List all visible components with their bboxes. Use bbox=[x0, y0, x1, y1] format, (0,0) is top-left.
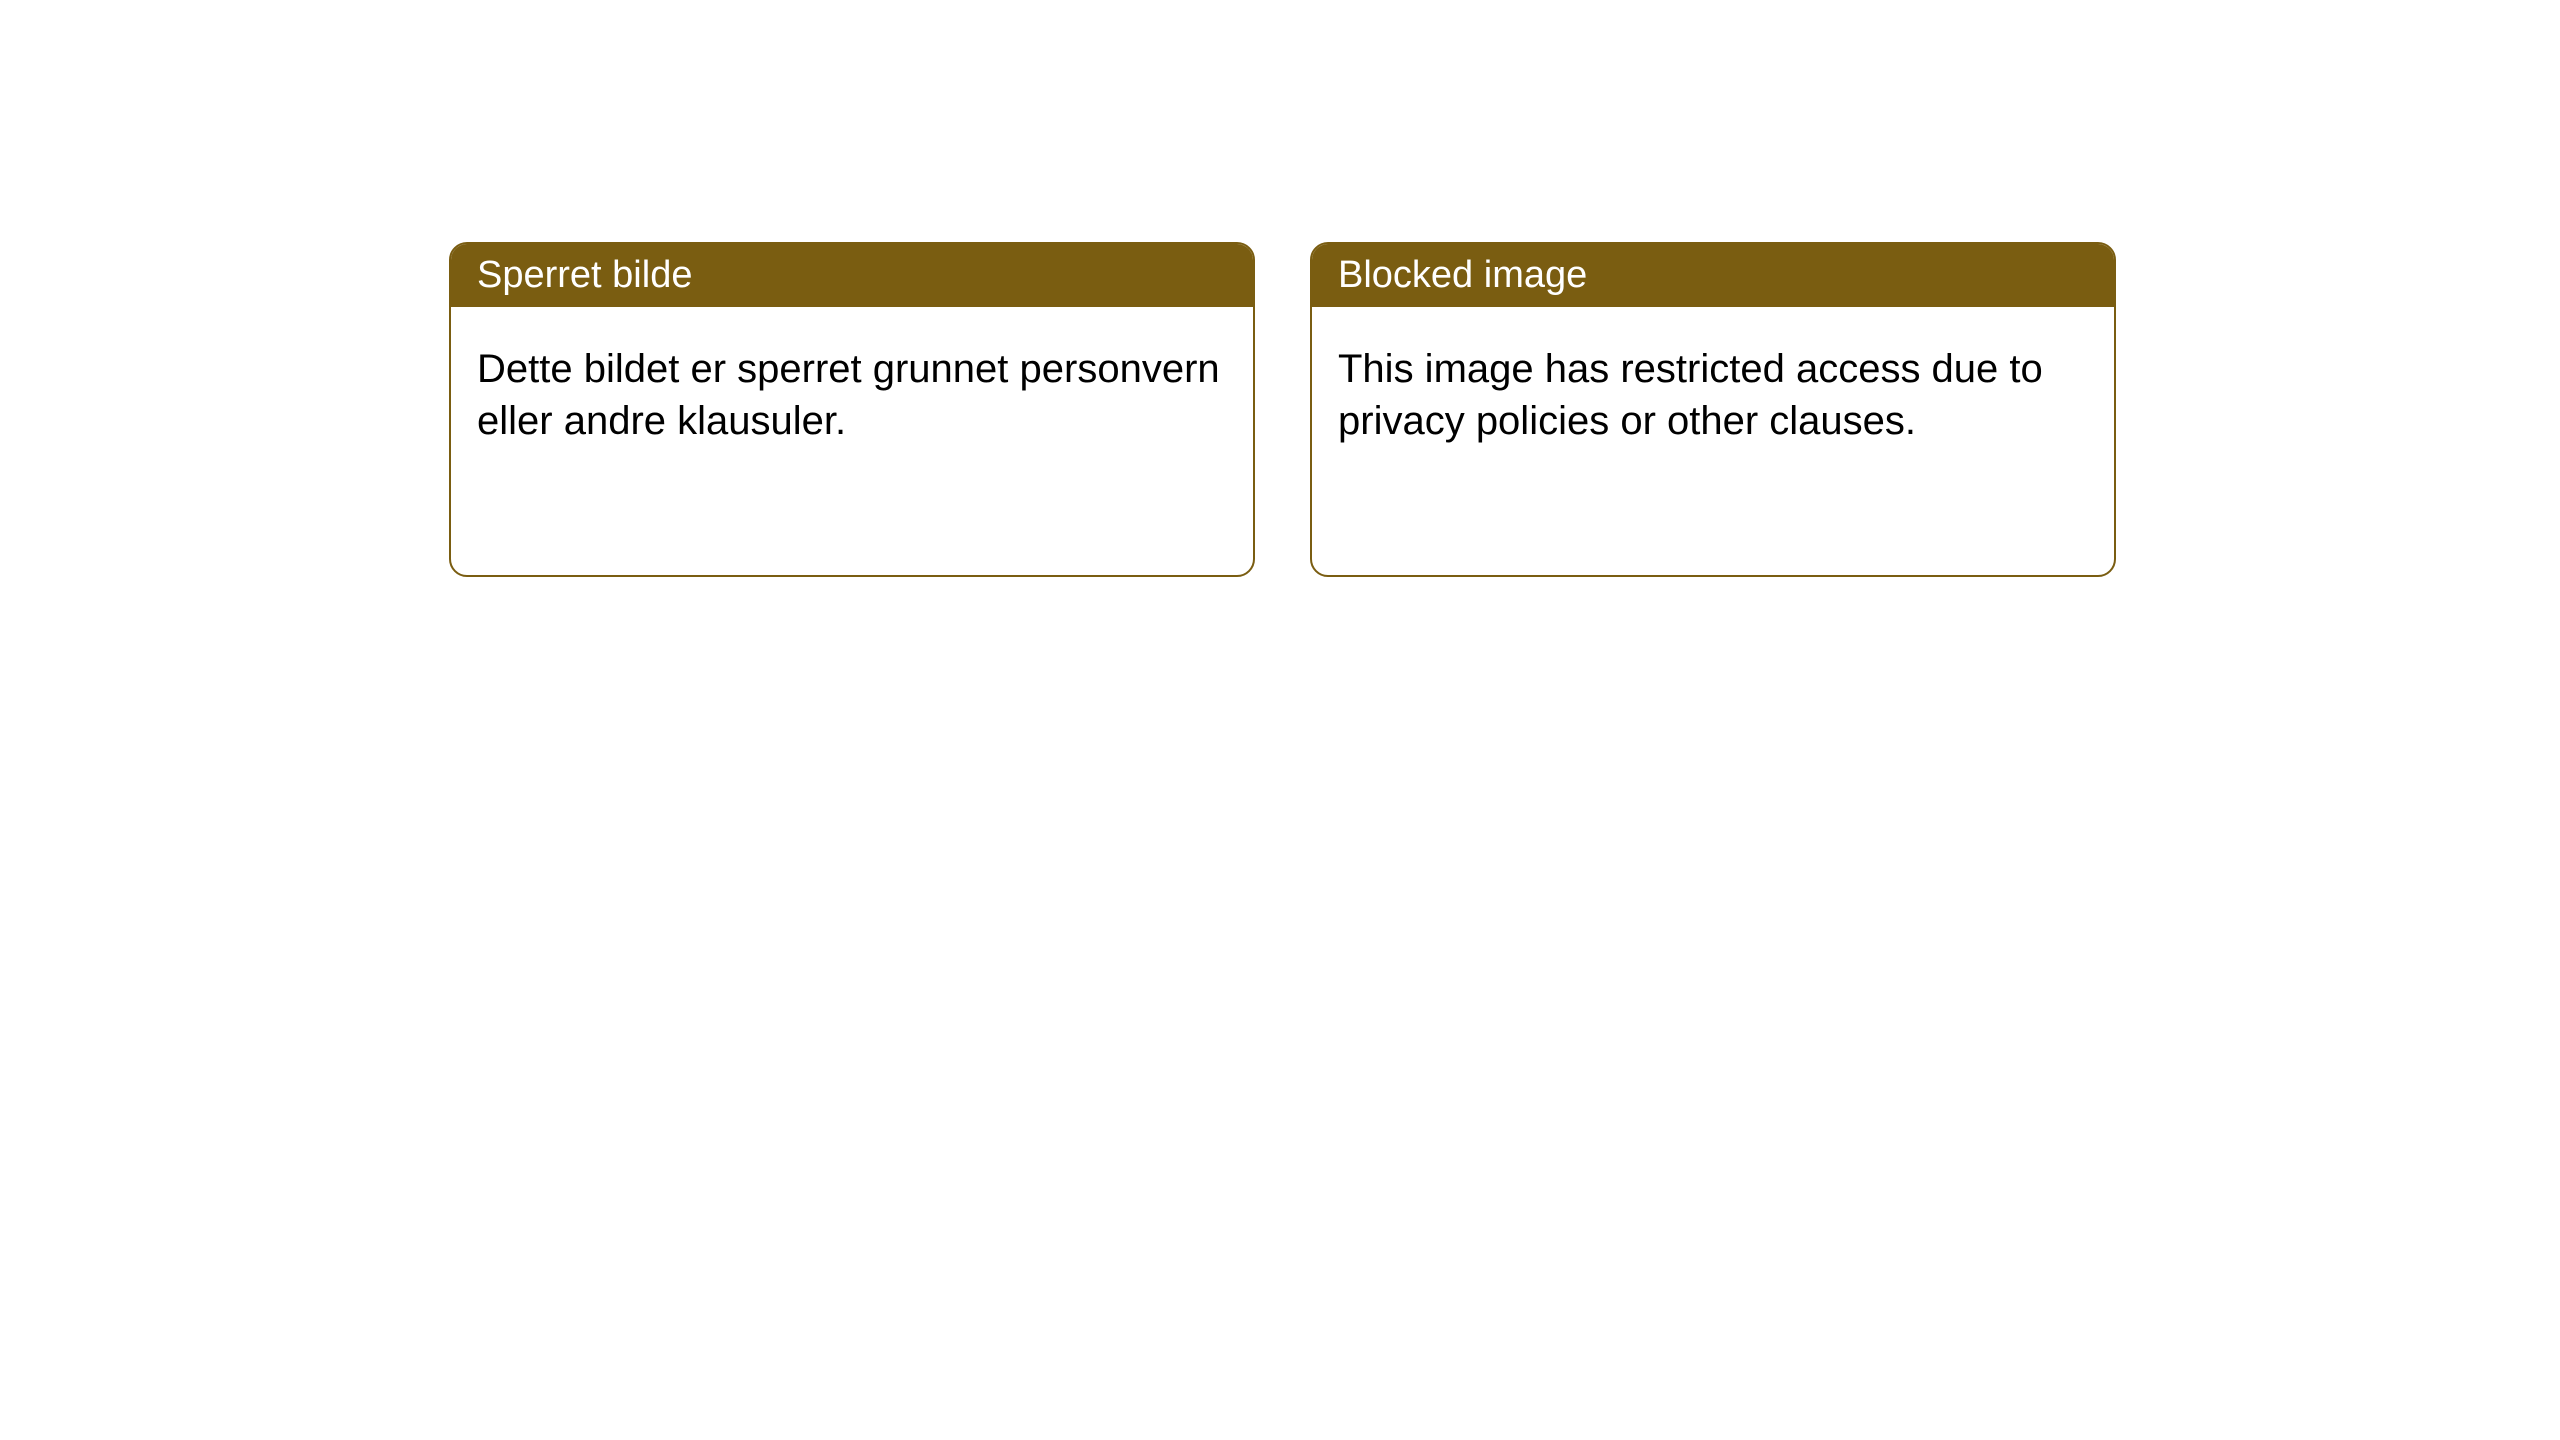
notice-header-no: Sperret bilde bbox=[451, 244, 1253, 307]
notice-body-en: This image has restricted access due to … bbox=[1312, 307, 2114, 483]
notice-card-no: Sperret bilde Dette bildet er sperret gr… bbox=[449, 242, 1255, 577]
notice-card-en: Blocked image This image has restricted … bbox=[1310, 242, 2116, 577]
notice-container: Sperret bilde Dette bildet er sperret gr… bbox=[449, 242, 2116, 577]
notice-body-no: Dette bildet er sperret grunnet personve… bbox=[451, 307, 1253, 483]
notice-header-en: Blocked image bbox=[1312, 244, 2114, 307]
